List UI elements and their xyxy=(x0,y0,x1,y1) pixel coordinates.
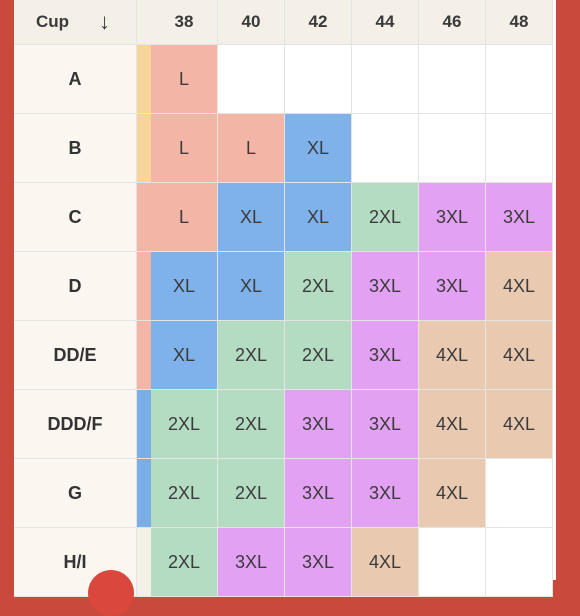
row-color-strip xyxy=(137,459,151,528)
band-header-44: 44 xyxy=(352,0,419,45)
size-cell: 2XL xyxy=(151,459,218,528)
cup-label: C xyxy=(14,183,137,252)
size-cell: 2XL xyxy=(218,321,285,390)
cup-label: B xyxy=(14,114,137,183)
cup-label: DDD/F xyxy=(14,390,137,459)
size-cell: L xyxy=(151,45,218,114)
size-chart: Cup ↓ 38 40 42 44 46 48 A L B L L XL C L XL XL 2XL 3XL 3XL… xyxy=(14,0,556,597)
sort-arrow-icon: ↓ xyxy=(99,9,111,34)
size-cell: 4XL xyxy=(419,390,486,459)
band-header-48: 48 xyxy=(486,0,553,45)
cup-header[interactable]: Cup ↓ xyxy=(14,0,137,45)
size-cell: 3XL xyxy=(352,390,419,459)
size-cell: 3XL xyxy=(285,390,352,459)
size-cell: XL xyxy=(218,183,285,252)
row-color-strip xyxy=(137,45,151,114)
band-header-38: 38 xyxy=(151,0,218,45)
floating-button[interactable] xyxy=(88,570,134,616)
size-cell: 4XL xyxy=(352,528,419,597)
cup-label: DD/E xyxy=(14,321,137,390)
size-cell: 4XL xyxy=(419,321,486,390)
cup-header-label: Cup xyxy=(36,12,70,31)
row-color-strip xyxy=(137,321,151,390)
size-cell: 2XL xyxy=(285,321,352,390)
size-cell: 2XL xyxy=(151,528,218,597)
row-color-strip xyxy=(137,528,151,597)
size-cell: L xyxy=(218,114,285,183)
size-cell: 3XL xyxy=(352,252,419,321)
size-cell: 4XL xyxy=(486,390,553,459)
size-cell: XL xyxy=(151,252,218,321)
size-cell: L xyxy=(151,114,218,183)
empty-cell xyxy=(218,45,285,114)
size-cell: 2XL xyxy=(352,183,419,252)
empty-cell xyxy=(352,114,419,183)
size-cell: L xyxy=(151,183,218,252)
empty-cell xyxy=(419,45,486,114)
size-cell: 2XL xyxy=(151,390,218,459)
empty-cell xyxy=(352,45,419,114)
empty-cell xyxy=(419,528,486,597)
size-cell: 2XL xyxy=(285,252,352,321)
size-cell: 3XL xyxy=(419,252,486,321)
size-cell: 3XL xyxy=(486,183,553,252)
empty-cell xyxy=(486,459,553,528)
band-header-42: 42 xyxy=(285,0,352,45)
size-cell: XL xyxy=(285,183,352,252)
cup-label: G xyxy=(14,459,137,528)
size-cell: 3XL xyxy=(419,183,486,252)
empty-cell xyxy=(486,45,553,114)
size-cell: 3XL xyxy=(352,321,419,390)
row-color-strip xyxy=(137,390,151,459)
band-header-40: 40 xyxy=(218,0,285,45)
size-cell: 2XL xyxy=(218,390,285,459)
size-cell: 4XL xyxy=(419,459,486,528)
empty-cell xyxy=(285,45,352,114)
header-strip xyxy=(137,0,151,45)
size-cell: 4XL xyxy=(486,252,553,321)
size-grid: Cup ↓ 38 40 42 44 46 48 A L B L L XL C L XL XL 2XL 3XL 3XL… xyxy=(14,0,553,597)
size-cell: 3XL xyxy=(218,528,285,597)
row-color-strip xyxy=(137,183,151,252)
row-color-strip xyxy=(137,252,151,321)
size-cell: XL xyxy=(218,252,285,321)
cup-label: D xyxy=(14,252,137,321)
empty-cell xyxy=(486,114,553,183)
size-cell: XL xyxy=(285,114,352,183)
row-color-strip xyxy=(137,114,151,183)
size-cell: 3XL xyxy=(285,528,352,597)
cup-label: A xyxy=(14,45,137,114)
size-cell: 2XL xyxy=(218,459,285,528)
size-cell: 3XL xyxy=(285,459,352,528)
empty-cell xyxy=(486,528,553,597)
size-cell: XL xyxy=(151,321,218,390)
size-cell: 3XL xyxy=(352,459,419,528)
band-header-46: 46 xyxy=(419,0,486,45)
size-cell: 4XL xyxy=(486,321,553,390)
empty-cell xyxy=(419,114,486,183)
